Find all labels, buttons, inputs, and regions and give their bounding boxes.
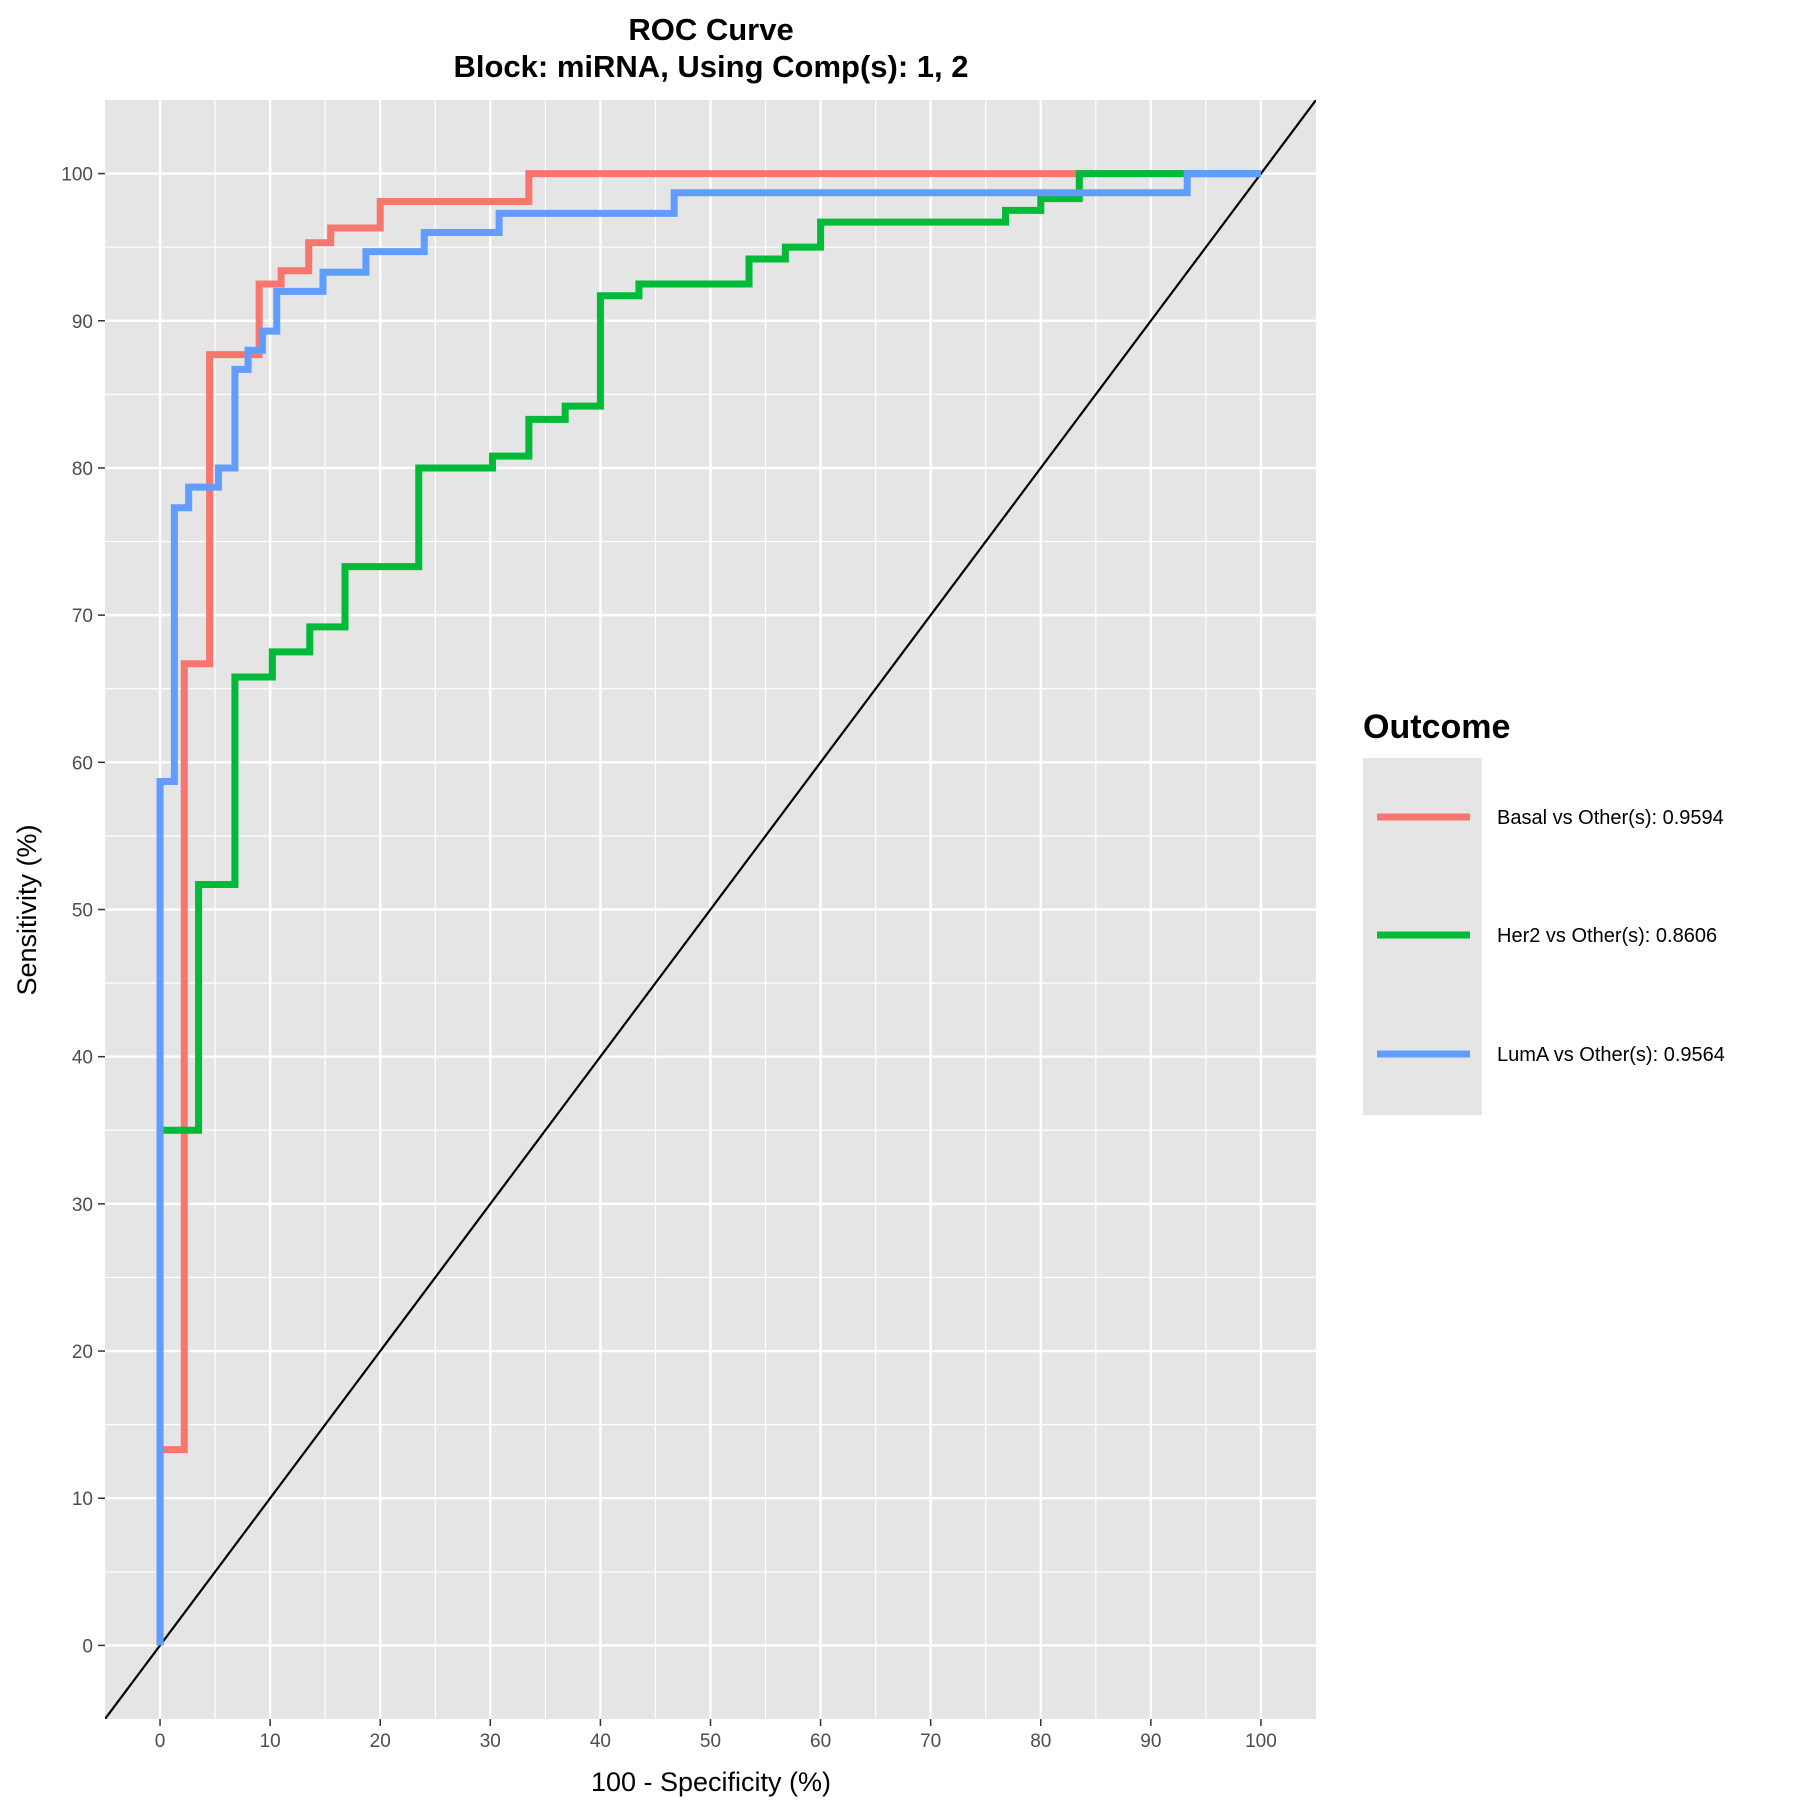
y-tick-label: 40 bbox=[72, 1048, 93, 1069]
y-axis-ticks: 0 10 20 30 40 50 60 70 80 90 100 bbox=[61, 165, 105, 1657]
y-tick-label: 70 bbox=[72, 606, 93, 627]
x-axis-title: 100 - Specificity (%) bbox=[591, 1767, 831, 1797]
legend-label-2: Her2 vs Other(s): 0.8606 bbox=[1497, 925, 1717, 947]
x-tick-label: 30 bbox=[480, 1731, 501, 1752]
y-tick-label: 90 bbox=[72, 312, 93, 333]
x-tick-label: 10 bbox=[260, 1731, 281, 1752]
x-tick-label: 0 bbox=[155, 1731, 166, 1752]
x-tick-label: 100 bbox=[1245, 1731, 1277, 1752]
y-tick-label: 0 bbox=[82, 1636, 93, 1657]
x-tick-label: 20 bbox=[370, 1731, 391, 1752]
x-tick-label: 70 bbox=[920, 1731, 941, 1752]
x-tick-label: 50 bbox=[700, 1731, 721, 1752]
y-tick-label: 10 bbox=[72, 1489, 93, 1510]
y-tick-label: 60 bbox=[72, 753, 93, 774]
roc-curve-series-1 bbox=[156, 170, 1261, 1646]
x-tick-label: 80 bbox=[1030, 1731, 1051, 1752]
chart-title: ROC Curve bbox=[628, 12, 793, 47]
chart-subtitle: Block: miRNA, Using Comp(s): 1, 2 bbox=[454, 49, 969, 84]
x-tick-label: 60 bbox=[810, 1731, 831, 1752]
y-tick-label: 20 bbox=[72, 1342, 93, 1363]
reference-diagonal-line bbox=[105, 100, 1316, 1719]
y-axis-title: Sensitivity (%) bbox=[12, 824, 42, 995]
x-tick-label: 40 bbox=[590, 1731, 611, 1752]
roc-curve-series-2 bbox=[156, 170, 1261, 1646]
series-layer bbox=[105, 100, 1316, 1719]
roc-curve-series-3 bbox=[156, 170, 1261, 1646]
legend-label-1: Basal vs Other(s): 0.9594 bbox=[1497, 807, 1724, 829]
x-tick-label: 90 bbox=[1140, 1731, 1161, 1752]
legend-title: Outcome bbox=[1363, 708, 1510, 746]
legend: Basal vs Other(s): 0.9594 Her2 vs Other(s… bbox=[1377, 807, 1725, 1066]
y-tick-label: 100 bbox=[61, 165, 93, 186]
legend-label-3: LumA vs Other(s): 0.9564 bbox=[1497, 1044, 1725, 1066]
y-tick-label: 80 bbox=[72, 459, 93, 480]
x-axis-ticks: 0 10 20 30 40 50 60 70 80 90 100 bbox=[155, 1719, 1277, 1752]
y-tick-label: 50 bbox=[72, 901, 93, 922]
y-tick-label: 30 bbox=[72, 1195, 93, 1216]
